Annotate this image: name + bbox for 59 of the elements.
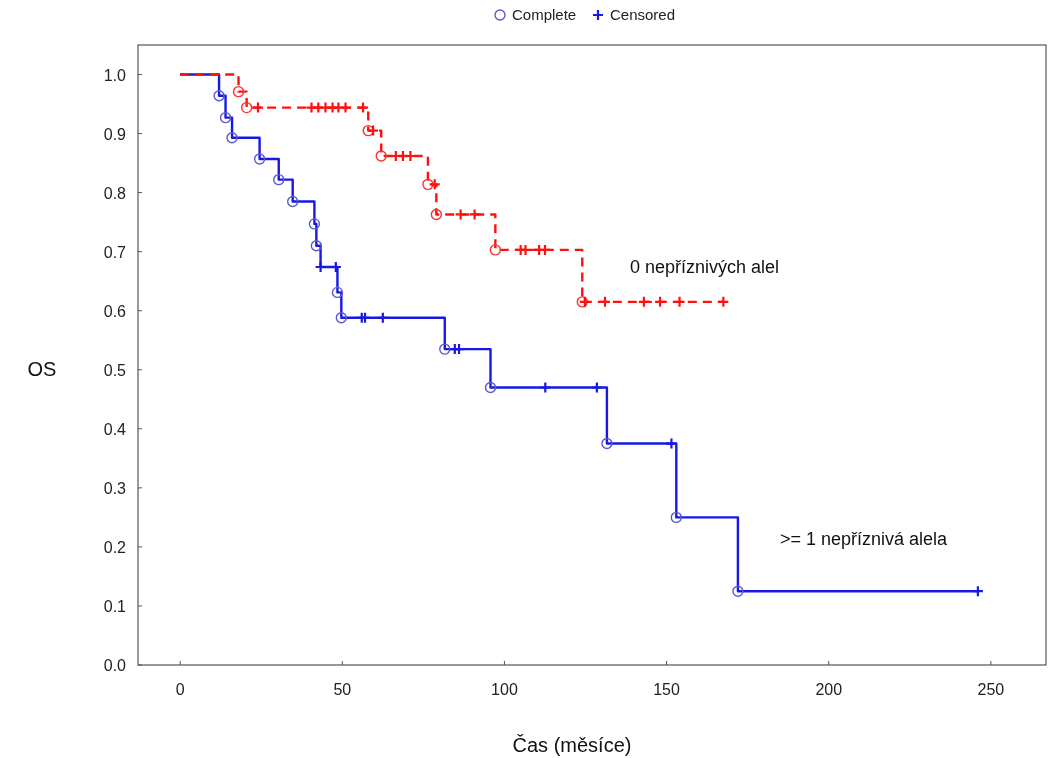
point [454, 208, 467, 221]
point [673, 295, 686, 308]
y-tick-label: 0.1 [103, 597, 127, 615]
point [598, 295, 612, 308]
y-tick-label: 0.6 [103, 302, 127, 320]
point [430, 208, 443, 221]
annotation: 0 nepříznivých alel [630, 257, 780, 277]
legend-label: Censored [610, 6, 676, 23]
point [251, 101, 265, 114]
point [226, 132, 238, 144]
point [253, 153, 266, 165]
point [356, 101, 370, 114]
legend-label: Complete [512, 6, 577, 23]
x-tick-label: 250 [977, 681, 1005, 698]
y-tick-label: 0.9 [103, 125, 127, 143]
y-tick-label: 1.0 [103, 66, 127, 84]
y-tick-label: 0.7 [103, 243, 127, 261]
point [232, 85, 245, 98]
point [240, 101, 253, 114]
x-tick-label: 0 [175, 681, 185, 698]
annotation: >= 1 nepříznivá alela [780, 529, 949, 549]
point [732, 585, 744, 597]
x-tick-label: 100 [491, 681, 518, 698]
y-axis-title: OS [27, 358, 57, 380]
point [308, 218, 321, 230]
point [601, 437, 613, 450]
point [484, 381, 497, 394]
point [310, 240, 323, 252]
point [538, 243, 552, 256]
point [335, 312, 348, 324]
point [358, 311, 372, 324]
y-tick-label: 0.3 [103, 479, 127, 497]
point [367, 124, 380, 137]
point [637, 295, 650, 308]
point [539, 381, 552, 394]
y-tick-label: 0.4 [103, 420, 127, 438]
point [489, 244, 502, 256]
point [665, 437, 678, 450]
point [331, 286, 344, 299]
y-tick-label: 0.0 [103, 657, 127, 674]
x-axis-title: Čas (měsíce) [512, 734, 632, 756]
point [428, 178, 441, 191]
x-tick-label: 200 [815, 681, 843, 698]
y-tick-label: 0.8 [103, 184, 127, 202]
point [468, 208, 481, 221]
point [670, 511, 683, 524]
point [273, 173, 285, 186]
point [339, 101, 352, 114]
x-tick-label: 50 [333, 681, 352, 698]
point [219, 111, 232, 124]
y-tick-label: 0.5 [103, 361, 127, 379]
point [286, 195, 299, 208]
x-tick-label: 150 [653, 681, 681, 698]
y-tick-label: 0.2 [103, 538, 127, 556]
point [213, 90, 225, 102]
point [439, 343, 451, 355]
point [375, 150, 387, 162]
point [422, 178, 434, 191]
point [717, 295, 730, 308]
